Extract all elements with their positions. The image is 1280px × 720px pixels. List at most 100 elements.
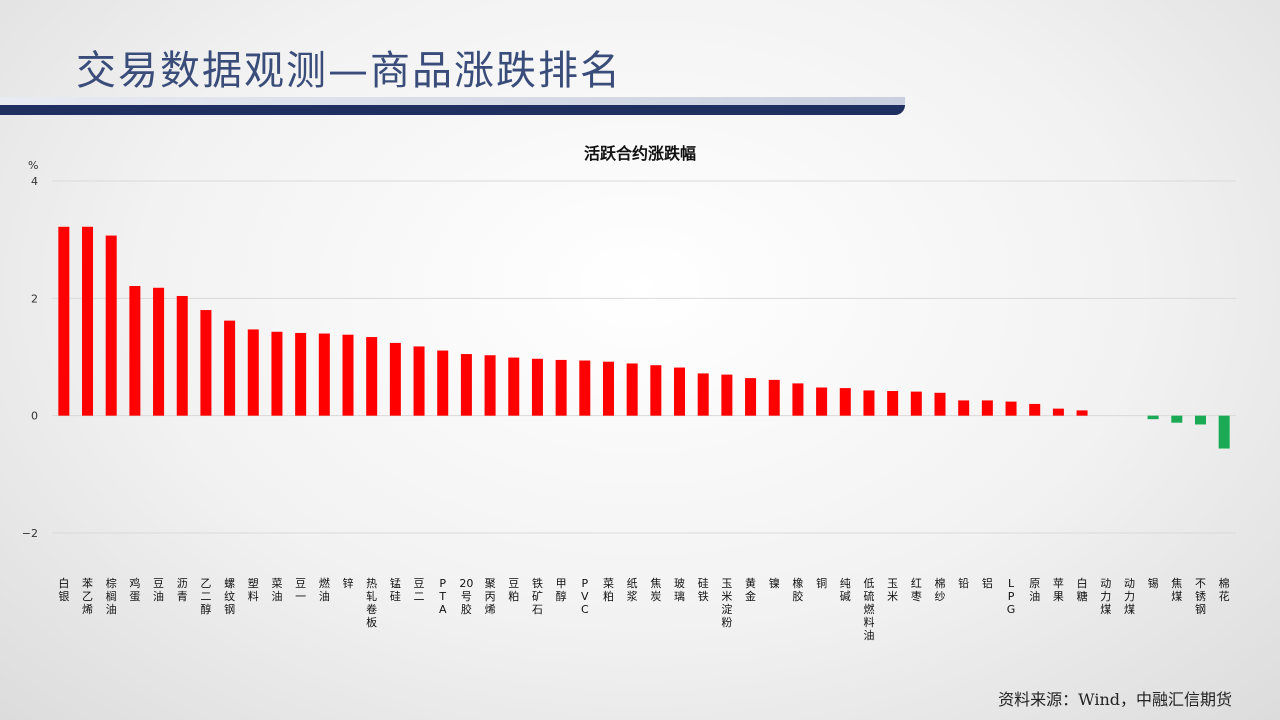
bar [1194,415,1206,425]
bar [271,331,283,416]
x-category-label: 豆一 [295,577,306,603]
source-note: 资料来源：Wind，中融汇信期货 [998,690,1232,709]
bar [721,374,733,416]
x-category-label: 螺纹钢 [224,577,235,616]
x-category-label: 塑料 [248,576,259,603]
bar [224,320,236,416]
x-category-label: 铜 [816,576,827,590]
bar [792,383,804,416]
x-category-label: 红枣 [911,577,922,603]
x-category-label: 铁矿石 [532,577,543,616]
bar [1029,403,1041,416]
x-category-label: 菜油 [271,577,282,603]
bar [176,295,188,416]
x-category-label: 动力煤 [1100,577,1111,616]
page-title: 交易数据观测—商品涨跌排名 [76,48,622,94]
x-category-label: 豆粕 [508,577,519,603]
bar [934,392,946,416]
bar [863,390,875,416]
y-tick-label: 0 [31,410,38,423]
x-category-label: 铅 [958,576,969,590]
bar [602,361,614,416]
x-category-label: 苯乙烯 [82,576,93,616]
x-category-label: 铝 [982,576,993,590]
bar [1005,401,1017,416]
bar [508,357,520,416]
bar [958,400,970,416]
bar [839,388,851,416]
bar [887,391,899,416]
bar [650,365,662,416]
x-category-label: 玻璃 [674,577,685,603]
bar [910,391,922,416]
bar [555,359,567,416]
x-category-label: 棉花 [1219,576,1230,603]
bar [1171,415,1183,423]
y-axis-unit: % [28,159,38,172]
x-category-label: 棕榈油 [106,576,117,616]
bar [697,373,709,416]
x-category-label: 纯碱 [840,577,851,603]
bar [460,354,472,416]
x-category-label: 焦煤 [1171,577,1182,603]
bar [768,379,780,416]
x-category-label: 纸浆 [627,577,638,603]
x-category-label: 锌 [343,576,354,590]
bar [247,329,259,416]
x-category-label: 20 号胶 [459,577,473,616]
x-category-label: 锰硅 [390,576,401,603]
bar [1147,415,1159,420]
x-category-label: 菜粕 [603,577,614,603]
x-category-label: 甲醇 [556,577,567,603]
bar [366,337,378,416]
bar [58,226,70,416]
bar [484,355,496,416]
y-tick-label: 4 [31,175,38,188]
title-underline-bar [0,105,905,115]
bar [531,358,543,416]
x-category-label: 玉米淀粉 [721,577,732,629]
x-category-label: 镍 [769,576,780,590]
bar [82,226,94,416]
bar [579,360,591,416]
bar [342,334,354,416]
y-tick-label: 2 [31,292,38,305]
bar [129,286,141,416]
bar [1076,410,1088,416]
x-category-label: 橡胶 [792,577,803,603]
x-category-label: 鸡蛋 [129,576,140,603]
bar [105,235,117,416]
bar [200,310,212,416]
y-tick-label: −2 [22,527,38,540]
x-category-label: 白银 [58,576,69,603]
x-category-label: 动力煤 [1124,577,1135,616]
bar [413,346,425,416]
x-category-label: 焦炭 [650,577,661,603]
x-category-label: 棉纱 [935,576,946,603]
bar [1052,408,1064,416]
bar [389,342,401,416]
bar [816,387,828,416]
x-category-label: 聚丙烯 [485,577,496,616]
x-category-label: 苹果 [1053,576,1064,603]
x-category-label: 原油 [1029,577,1040,603]
bar [1218,415,1230,449]
x-category-label: 燃油 [319,576,330,603]
x-category-label: 不锈钢 [1195,577,1206,616]
x-category-label: 锡 [1148,576,1159,590]
x-category-label: 硅铁 [698,577,709,603]
x-category-label: 乙二醇 [200,577,211,616]
x-category-label: 豆油 [153,577,164,603]
x-category-label: 黄金 [745,576,756,603]
x-category-label: 玉米 [887,577,898,603]
x-category-label: 热轧卷板 [366,577,377,629]
title-underline-light [0,97,905,105]
bar [674,367,686,416]
bar [437,350,449,416]
bar [981,400,993,416]
x-category-label: 豆二 [414,577,425,603]
